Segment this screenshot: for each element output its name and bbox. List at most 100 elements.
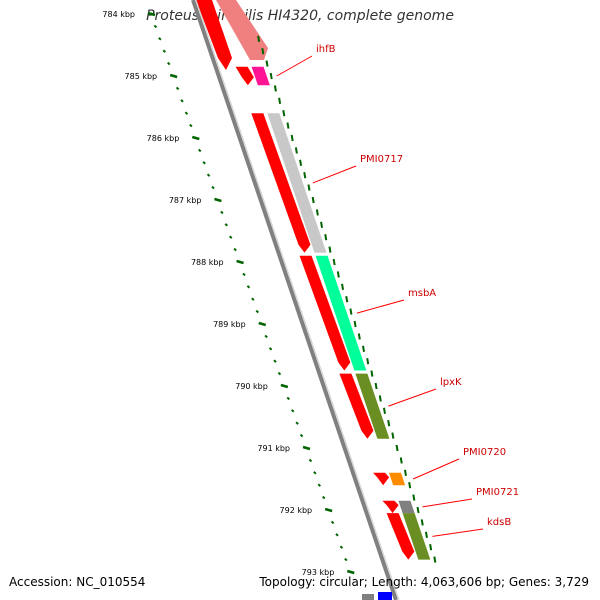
cds-arrow-ihfB <box>235 66 254 86</box>
inner-tick <box>324 234 328 241</box>
inner-tick <box>370 370 374 377</box>
minor-tick <box>158 37 162 41</box>
minor-tick <box>220 210 224 215</box>
inner-tick <box>273 85 277 92</box>
cog-band-lpxK <box>355 373 390 439</box>
minor-tick <box>246 285 251 289</box>
minor-tick <box>167 61 171 66</box>
tick-label: 789 kbp <box>213 320 246 329</box>
minor-tick <box>255 309 259 314</box>
minor-tick <box>242 272 246 277</box>
inner-tick <box>357 333 361 340</box>
major-tick <box>302 445 311 451</box>
cog-band-msbA <box>315 255 367 371</box>
cog-band-PMI0720 <box>388 472 406 486</box>
major-tick <box>169 73 178 79</box>
inner-tick <box>257 35 261 42</box>
gene-leader-line <box>412 458 460 480</box>
minor-tick <box>202 161 206 165</box>
major-tick <box>346 569 355 575</box>
gene-label-PMI0720[interactable]: PMI0720 <box>463 447 506 458</box>
inner-tick <box>303 172 307 179</box>
cog-band-PMI0717 <box>267 113 327 253</box>
cds-arrow-PMI0721 <box>382 500 399 514</box>
minor-tick <box>233 247 237 252</box>
minor-tick <box>264 334 268 339</box>
minor-tick <box>344 557 348 562</box>
inner-tick <box>299 159 303 166</box>
inner-tick <box>269 72 273 80</box>
major-tick <box>214 197 222 203</box>
minor-tick <box>198 148 202 153</box>
partial-gene-top-red <box>196 0 232 70</box>
minor-tick <box>180 99 184 103</box>
inner-tick <box>311 196 315 204</box>
cog-band-ihfB <box>251 66 270 86</box>
major-tick <box>324 507 333 513</box>
inner-tick <box>265 60 269 67</box>
inner-tick <box>336 271 340 278</box>
inner-tick <box>374 382 378 390</box>
minor-tick <box>299 433 304 438</box>
minor-tick <box>313 471 317 475</box>
tick-label: 791 kbp <box>257 444 290 453</box>
inner-tick <box>433 556 437 563</box>
inner-tick <box>345 296 349 303</box>
minor-tick <box>322 495 326 500</box>
cds-arrow-PMI0720 <box>372 472 390 486</box>
minor-tick <box>317 483 321 487</box>
inner-tick <box>286 122 290 129</box>
minor-tick <box>339 545 344 549</box>
gene-leader-line <box>388 388 437 407</box>
gene-label-msbA[interactable]: msbA <box>408 288 436 299</box>
inner-tick <box>278 97 282 104</box>
genome-stats-text: Topology: circular; Length: 4,063,606 bp… <box>259 575 589 589</box>
gene-label-PMI0717[interactable]: PMI0717 <box>360 154 403 165</box>
cds-arrow-msbA <box>299 255 351 371</box>
major-tick <box>191 135 200 141</box>
minor-tick <box>224 223 228 227</box>
tick-label: 790 kbp <box>235 382 268 391</box>
major-tick <box>236 259 244 265</box>
gene-label-ihfB[interactable]: ihfB <box>316 44 336 55</box>
inner-tick <box>282 110 286 117</box>
major-tick <box>280 383 289 389</box>
inner-tick <box>403 469 407 476</box>
minor-tick <box>268 347 273 351</box>
inner-tick <box>416 506 420 514</box>
inner-tick <box>408 482 412 489</box>
inner-tick <box>315 209 319 216</box>
genome-backbone <box>191 0 398 600</box>
inner-tick <box>362 345 365 352</box>
gene-leader-line <box>312 165 357 184</box>
minor-tick <box>184 111 189 115</box>
inner-tick <box>424 531 428 538</box>
minor-tick <box>330 520 335 525</box>
inner-tick <box>261 48 265 55</box>
tick-label: 786 kbp <box>147 134 180 143</box>
minor-tick <box>229 235 233 239</box>
tick-label: 793 kbp <box>302 568 335 577</box>
tick-label: 788 kbp <box>191 258 224 267</box>
tick-label: 785 kbp <box>125 72 158 81</box>
gene-leader-line <box>356 299 405 314</box>
gene-label-kdsB[interactable]: kdsB <box>487 517 511 528</box>
gene-label-PMI0721[interactable]: PMI0721 <box>476 487 519 498</box>
minor-tick <box>295 421 299 425</box>
minor-tick <box>153 24 158 29</box>
tick-label: 784 kbp <box>102 10 135 19</box>
inner-tick <box>399 457 403 464</box>
inner-tick <box>320 221 324 228</box>
inner-tick <box>383 407 386 414</box>
cog-band-kdsB <box>402 513 431 560</box>
inner-tick <box>378 395 382 402</box>
inner-tick <box>349 308 353 315</box>
partial-gene-bottom-gray <box>362 594 374 600</box>
inner-tick <box>391 432 395 439</box>
minor-tick <box>308 458 313 463</box>
inner-tick <box>307 184 311 191</box>
cog-band-PMI0721 <box>398 500 415 514</box>
gene-label-lpxK[interactable]: lpxK <box>440 377 462 388</box>
major-tick <box>258 321 267 327</box>
